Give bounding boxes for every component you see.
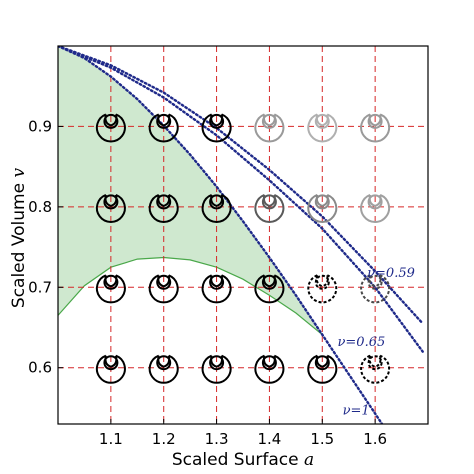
series-annotation: ν=0.65 [338,335,386,350]
vesicle-shape [201,274,232,304]
vesicle-outer-contour [201,274,232,304]
vesicle-inner-bud [314,355,330,371]
vesicle-inner-bud [367,113,383,129]
vesicle-inner-bud [261,274,277,290]
vesicle-inner-bud [156,113,172,129]
vesicle-inner-bud [261,113,277,129]
vesicle-outer-contour [201,113,232,143]
vesicle-inner-bud [367,194,383,210]
vesicle-inner-bud [314,274,330,290]
vesicle-shape [148,274,179,304]
vesicle-inner-bud [103,194,119,210]
vesicle-outer-contour [360,113,391,143]
vesicle-shape [254,354,285,384]
series-line [58,46,424,325]
vesicle-outer-contour [307,193,338,223]
vesicle-shape [360,354,391,384]
vesicle-outer-contour [307,274,338,304]
vesicle-inner-bud [209,113,225,129]
x-tick-label: 1.1 [99,430,123,448]
vesicle-outer-contour [201,354,232,384]
vesicle-outer-contour [254,113,285,143]
x-tick-label: 1.5 [310,430,334,448]
stable-region-lower-boundary [58,256,323,336]
plot-frame [57,45,429,425]
y-tick-label: 0.6 [28,359,52,377]
vesicle-outer-contour [201,193,232,223]
vesicle-shape [148,193,179,223]
vesicle-inner-bud [103,274,119,290]
vesicle-outer-contour [148,193,179,223]
vesicle-outer-contour [254,274,285,304]
vesicle-outer-contour [148,354,179,384]
y-tick-label: 0.9 [28,117,52,135]
vesicle-outer-contour [360,274,391,304]
vesicle-inner-bud [367,274,383,290]
vesicle-inner-bud [261,355,277,371]
vesicle-outer-contour [254,354,285,384]
vesicle-inner-bud [209,355,225,371]
x-tick-label: 1.6 [363,430,387,448]
series-annotation: ν=1 [343,403,370,418]
vesicle-shape [360,193,391,223]
vesicle-inner-bud [103,355,119,371]
vesicle-shape [95,354,126,384]
x-tick-label: 1.2 [152,430,176,448]
vesicle-shape [254,274,285,304]
vesicle-outer-contour [360,354,391,384]
x-tick-label: 1.4 [257,430,281,448]
vesicle-shape [307,354,338,384]
vesicle-shape [307,274,338,304]
vesicle-shape [254,193,285,223]
vesicle-inner-bud [209,194,225,210]
vesicle-inner-bud [156,355,172,371]
vesicle-outer-contour [95,193,126,223]
vesicle-shape [95,193,126,223]
vesicle-outer-contour [148,274,179,304]
vesicle-outer-contour [307,354,338,384]
vesicle-shape [201,113,232,143]
vesicle-inner-bud [156,194,172,210]
y-tick-label: 0.8 [28,198,52,216]
vesicle-shape [95,113,126,143]
vesicle-inner-bud [103,113,119,129]
series-annotation: ν=0.59 [367,266,415,281]
vesicle-shape [360,274,391,304]
vesicle-inner-bud [367,355,383,371]
vesicle-inner-bud [314,194,330,210]
vesicle-outer-contour [95,113,126,143]
vesicle-shape [201,193,232,223]
vesicle-inner-bud [156,274,172,290]
vesicle-shape [360,113,391,143]
vesicle-outer-contour [95,274,126,304]
vesicle-shape [307,113,338,143]
vesicle-outer-contour [254,193,285,223]
vesicle-shape [201,354,232,384]
x-tick-label: 1.3 [205,430,229,448]
y-axis-label: Scaled Volume v [9,168,29,309]
vesicle-outer-contour [95,354,126,384]
vesicle-inner-bud [314,113,330,129]
vesicle-inner-bud [261,194,277,210]
vesicle-shape [148,113,179,143]
vesicle-shape [307,193,338,223]
vesicle-inner-bud [209,274,225,290]
x-axis-label: Scaled Surface a [172,450,314,470]
series-line [58,46,424,353]
y-tick-label: 0.7 [28,278,52,296]
stable-region-fill [58,46,323,335]
vesicle-outer-contour [148,113,179,143]
vesicle-shape [148,354,179,384]
vesicle-shape [254,113,285,143]
vesicle-shape [95,274,126,304]
vesicle-outer-contour [360,193,391,223]
vesicle-outer-contour [307,113,338,143]
